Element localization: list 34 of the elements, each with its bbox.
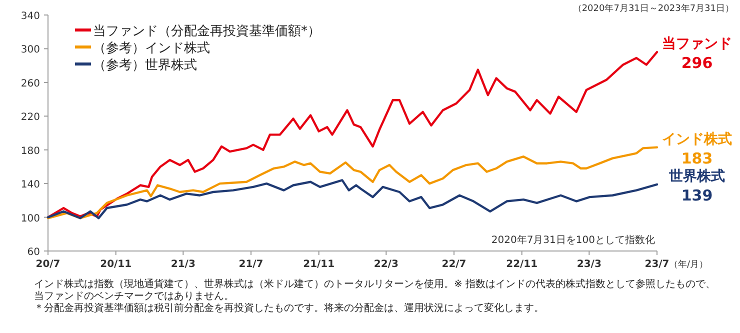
y-tick-label: 260 [20,78,40,90]
legend-label: （参考）世界株式 [93,58,197,73]
x-tick-label: 22/3 [374,259,398,270]
annotation: インド株式 [662,131,732,148]
data-label: 183 [681,149,713,168]
y-tick-label: 220 [20,112,40,124]
y-tick-label: 340 [20,11,40,22]
x-tick-label: 23/3 [576,259,602,270]
y-tick-label: 180 [20,146,40,157]
x-tick-label: 23/7 [644,259,670,270]
annotation: 世界株式 [668,168,725,184]
x-tick-label: 22/7 [442,259,466,270]
text: ＊分配金再投資基準価額は税引前分配金を再投資したものです。将来の分配金は、運用状況によって変化します。 [34,303,545,315]
y-tick-label: 140 [20,180,40,191]
legend-label: （参考）インド株式 [93,41,210,56]
annotation: 当ファンド [662,36,732,52]
annotation: 2020年7月31日を100として指数化 [491,234,655,246]
x-tick-label: 21/11 [303,259,335,270]
y-tick-label: 300 [20,44,40,56]
chart-subtitle: （2020年7月31日～2023年7月31日） [572,3,734,14]
x-tick-label: 20/11 [100,259,132,270]
legend-label: 当ファンド（分配金再投資基準価額*） [93,24,320,39]
data-label: 296 [681,54,713,72]
line-series [46,146,658,220]
x-tick-label: 20/7 [36,259,60,270]
x-axis-title: （年/月） [669,259,708,270]
line-series [46,179,658,220]
y-tick-label: 60 [27,247,40,258]
y-tick-label: 100 [20,213,40,224]
x-tick-label: 21/3 [170,259,196,270]
x-tick-label: 22/11 [506,259,538,270]
data-label: 139 [681,186,713,204]
x-tick-label: 21/7 [238,259,264,270]
text: インド株式は指数（現地通貨建て）、世界株式は（米ドル建て）のトータルリターンを使用。※ 指数はインドの代表的株式指数として参照したもので、当ファンドのベンチマークではありません。 [34,279,717,302]
